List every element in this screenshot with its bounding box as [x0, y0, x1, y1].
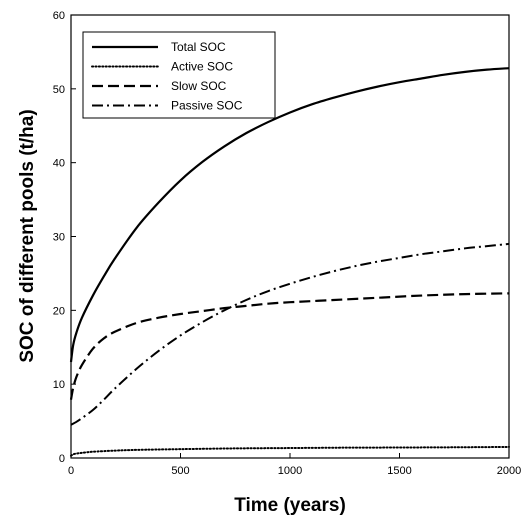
y-axis-ticks: 0 10 20 30 40 50 60 [53, 10, 76, 465]
x-axis-title: Time (years) [234, 495, 346, 516]
series-line-2 [69, 292, 510, 400]
y-tick-label: 30 [53, 232, 65, 244]
series-line-1 [70, 445, 510, 457]
series-line-3 [70, 242, 510, 426]
x-tick-label: 1000 [278, 465, 302, 477]
y-tick-label: 50 [53, 84, 65, 96]
y-tick-label: 20 [53, 305, 65, 317]
x-axis-ticks: 0 500 1000 1500 2000 [68, 453, 521, 477]
legend-items: Total SOC Active SOC Slow SOC Passive SOC [91, 40, 243, 113]
series-line-0 [69, 67, 510, 363]
series-lines [69, 67, 510, 457]
y-tick-label: 0 [59, 453, 65, 465]
x-tick-label: 1500 [387, 465, 411, 477]
y-tick-label: 40 [53, 158, 65, 170]
y-axis-title: SOC of different pools (t/ha) [17, 109, 38, 362]
legend-label: Total SOC [171, 40, 226, 54]
legend-label: Passive SOC [171, 99, 243, 113]
legend: Total SOC Active SOC Slow SOC Passive SOC [82, 31, 276, 119]
legend-label: Active SOC [171, 60, 233, 74]
x-tick-label: 0 [68, 465, 74, 477]
x-tick-label: 2000 [497, 465, 521, 477]
legend-label: Slow SOC [171, 79, 227, 93]
y-tick-label: 10 [53, 379, 65, 391]
y-tick-label: 60 [53, 10, 65, 22]
x-tick-label: 500 [171, 465, 189, 477]
